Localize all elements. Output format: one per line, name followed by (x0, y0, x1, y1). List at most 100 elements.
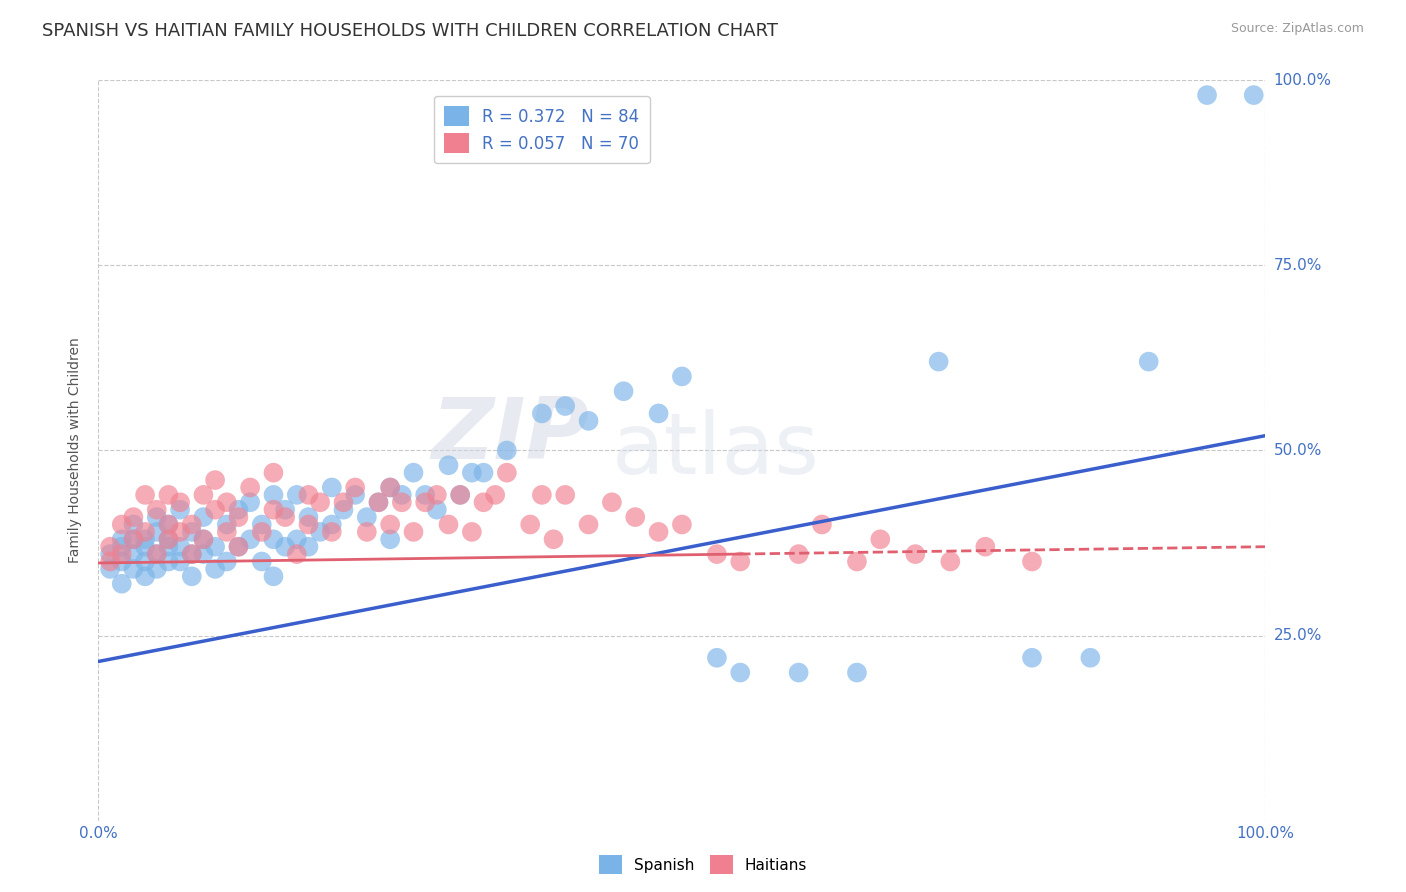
Point (146, 502, 169, 516)
Point (869, 533, 891, 547)
Text: Source: ZipAtlas.com: Source: ZipAtlas.com (1230, 22, 1364, 36)
Point (274, 510, 297, 524)
Point (613, 384, 636, 399)
Point (146, 510, 169, 524)
Point (285, 547, 308, 561)
Point (1021, 555, 1043, 569)
Point (180, 547, 202, 561)
Point (228, 540, 250, 554)
Point (215, 495, 238, 509)
Point (730, 555, 752, 569)
Point (519, 517, 541, 532)
Point (321, 480, 343, 494)
Point (554, 488, 576, 502)
Point (600, 495, 623, 509)
Point (111, 547, 134, 561)
Point (169, 555, 191, 569)
Point (193, 533, 215, 547)
Point (297, 517, 319, 532)
Point (472, 466, 495, 480)
Point (157, 555, 180, 569)
Point (169, 502, 191, 516)
Point (134, 540, 156, 554)
Point (262, 502, 284, 516)
Point (111, 555, 134, 569)
Point (285, 533, 308, 547)
Point (228, 540, 250, 554)
Point (1137, 354, 1160, 368)
Point (356, 510, 378, 524)
Point (530, 488, 553, 502)
Text: 100.0%: 100.0% (1274, 73, 1331, 87)
Point (706, 547, 728, 561)
Point (193, 547, 215, 561)
Point (215, 524, 238, 539)
Point (730, 665, 752, 680)
Point (215, 555, 238, 569)
Point (530, 407, 553, 421)
Text: atlas: atlas (612, 409, 820, 492)
Point (111, 533, 134, 547)
Point (122, 510, 145, 524)
Text: 25.0%: 25.0% (1274, 628, 1322, 643)
Legend: R = 0.372   N = 84, R = 0.057   N = 70: R = 0.372 N = 84, R = 0.057 N = 70 (434, 96, 650, 163)
Point (846, 555, 869, 569)
Point (111, 517, 134, 532)
Point (262, 488, 284, 502)
Point (180, 517, 202, 532)
Point (367, 495, 389, 509)
Point (228, 510, 250, 524)
Point (204, 562, 226, 576)
Point (122, 517, 145, 532)
Point (1195, 88, 1218, 103)
Point (180, 547, 202, 561)
Point (309, 495, 332, 509)
Point (157, 533, 180, 547)
Point (204, 502, 226, 516)
Point (391, 488, 413, 502)
Point (426, 488, 449, 502)
Point (321, 517, 343, 532)
Point (250, 524, 273, 539)
Point (239, 495, 262, 509)
Point (402, 524, 425, 539)
Point (146, 547, 169, 561)
Point (671, 517, 693, 532)
Point (332, 495, 354, 509)
Point (134, 569, 156, 583)
Point (1021, 650, 1043, 665)
Point (578, 414, 600, 428)
Point (671, 369, 693, 384)
Point (437, 458, 460, 473)
Point (98, 562, 121, 576)
Point (437, 517, 460, 532)
Point (134, 488, 156, 502)
Point (1080, 650, 1102, 665)
Point (647, 407, 669, 421)
Point (122, 533, 145, 547)
Point (157, 517, 180, 532)
Point (904, 547, 927, 561)
Point (134, 533, 156, 547)
Text: SPANISH VS HAITIAN FAMILY HOUSEHOLDS WITH CHILDREN CORRELATION CHART: SPANISH VS HAITIAN FAMILY HOUSEHOLDS WIT… (42, 22, 778, 40)
Point (928, 354, 950, 368)
Point (297, 488, 319, 502)
Point (193, 510, 215, 524)
Point (461, 466, 484, 480)
Point (239, 533, 262, 547)
Point (391, 495, 413, 509)
Point (367, 495, 389, 509)
Point (974, 540, 997, 554)
Point (344, 488, 367, 502)
Point (262, 466, 284, 480)
Point (380, 480, 402, 494)
Point (215, 517, 238, 532)
Point (939, 555, 962, 569)
Point (250, 555, 273, 569)
Point (98, 555, 121, 569)
Text: ZIP: ZIP (430, 394, 589, 477)
Point (180, 569, 202, 583)
Point (332, 502, 354, 516)
Point (380, 517, 402, 532)
Point (193, 533, 215, 547)
